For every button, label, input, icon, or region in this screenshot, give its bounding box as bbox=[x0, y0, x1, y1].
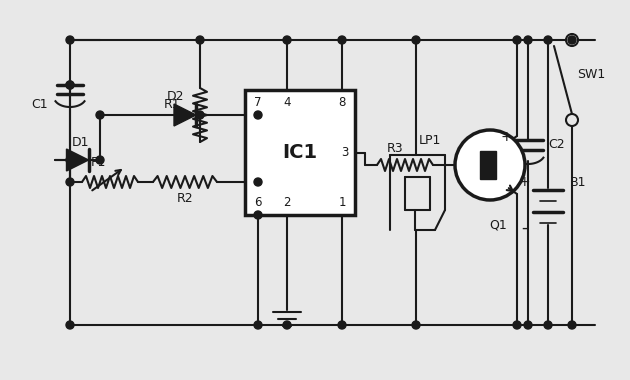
Circle shape bbox=[544, 321, 552, 329]
Circle shape bbox=[544, 36, 552, 44]
Circle shape bbox=[566, 34, 578, 46]
Circle shape bbox=[66, 321, 74, 329]
Circle shape bbox=[254, 211, 262, 219]
Text: 6: 6 bbox=[255, 195, 261, 209]
Text: Q1: Q1 bbox=[489, 218, 507, 231]
Circle shape bbox=[338, 36, 346, 44]
Polygon shape bbox=[67, 149, 88, 171]
Polygon shape bbox=[174, 104, 196, 126]
Circle shape bbox=[66, 36, 74, 44]
Text: R1: R1 bbox=[163, 98, 180, 111]
Text: R3: R3 bbox=[387, 142, 403, 155]
Circle shape bbox=[524, 321, 532, 329]
Text: C1: C1 bbox=[32, 98, 48, 111]
Circle shape bbox=[254, 111, 262, 119]
Circle shape bbox=[412, 36, 420, 44]
Text: -: - bbox=[521, 219, 527, 237]
Circle shape bbox=[338, 321, 346, 329]
Text: B1: B1 bbox=[570, 176, 587, 188]
Text: P1: P1 bbox=[90, 155, 106, 168]
Circle shape bbox=[254, 321, 262, 329]
Circle shape bbox=[568, 321, 576, 329]
Text: 1: 1 bbox=[338, 195, 346, 209]
Circle shape bbox=[412, 321, 420, 329]
Text: C2: C2 bbox=[548, 138, 564, 150]
Circle shape bbox=[566, 114, 578, 126]
Circle shape bbox=[96, 156, 104, 164]
Circle shape bbox=[66, 178, 74, 186]
Circle shape bbox=[513, 321, 521, 329]
Bar bbox=[480, 151, 496, 179]
Circle shape bbox=[96, 111, 104, 119]
Circle shape bbox=[568, 36, 576, 44]
Circle shape bbox=[283, 321, 291, 329]
Circle shape bbox=[66, 156, 74, 164]
Text: D1: D1 bbox=[72, 136, 89, 149]
Circle shape bbox=[455, 130, 525, 200]
Text: 4: 4 bbox=[284, 97, 291, 109]
Text: 3: 3 bbox=[341, 146, 348, 159]
Text: 7: 7 bbox=[255, 97, 261, 109]
Text: +: + bbox=[500, 130, 512, 144]
Text: SW1: SW1 bbox=[577, 68, 605, 81]
Text: R2: R2 bbox=[176, 193, 193, 206]
Circle shape bbox=[66, 81, 74, 89]
Text: D2: D2 bbox=[166, 90, 184, 103]
Circle shape bbox=[66, 81, 74, 89]
Text: LP1: LP1 bbox=[419, 135, 441, 147]
Circle shape bbox=[254, 178, 262, 186]
Text: 8: 8 bbox=[338, 97, 346, 109]
Text: 2: 2 bbox=[284, 195, 291, 209]
Circle shape bbox=[513, 36, 521, 44]
Circle shape bbox=[524, 36, 532, 44]
Text: IC1: IC1 bbox=[282, 143, 318, 162]
Circle shape bbox=[283, 36, 291, 44]
Bar bbox=[245, 90, 355, 215]
Text: +: + bbox=[518, 175, 530, 189]
Circle shape bbox=[196, 36, 204, 44]
Circle shape bbox=[196, 111, 204, 119]
